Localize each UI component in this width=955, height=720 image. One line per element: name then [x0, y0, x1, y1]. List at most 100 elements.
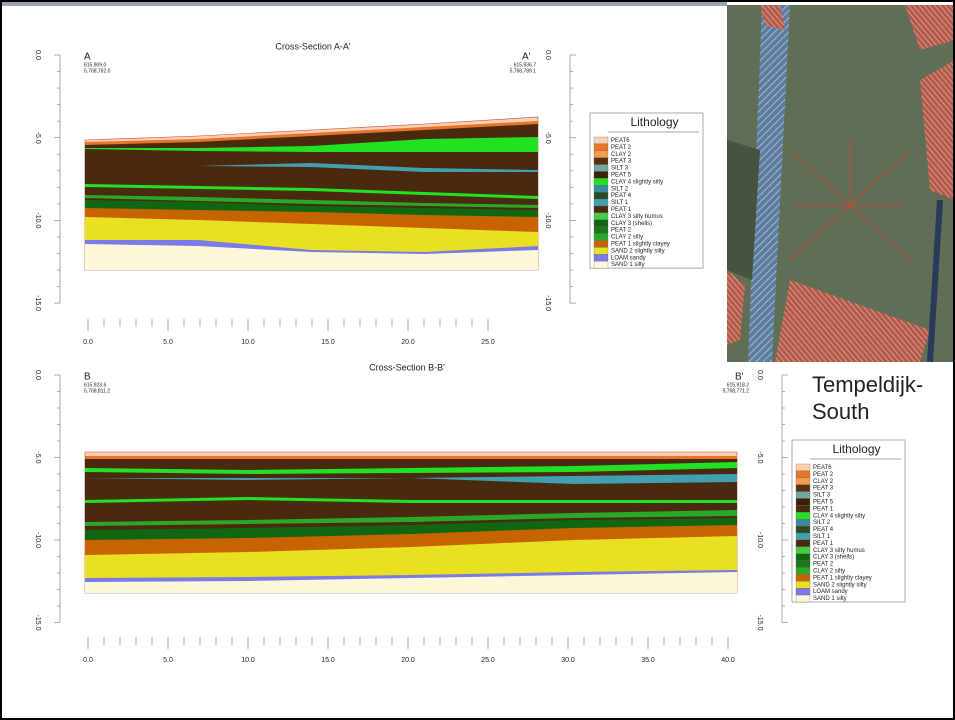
legend-swatch — [594, 165, 608, 172]
x-tick-label: 5.0 — [163, 339, 173, 346]
y-tick-label: -10.0 — [34, 212, 41, 228]
legend-swatch — [594, 151, 608, 158]
legend-swatch — [594, 213, 608, 220]
point-label: B' — [735, 372, 744, 383]
legend-swatch — [594, 192, 608, 199]
y-tick-label: -10.0 — [34, 532, 41, 548]
legend-swatch — [594, 220, 608, 227]
y-tick-label: -5.0 — [756, 451, 763, 463]
section-title: Cross-Section B-B' — [369, 362, 445, 372]
legend-swatch — [796, 519, 810, 526]
legend-label: CLAY 4 slightly silty — [813, 513, 865, 519]
legend-label: SILT 3 — [813, 493, 831, 499]
x-tick-label: 20.0 — [401, 339, 415, 346]
coordinate: 5,768,792.0 — [84, 68, 111, 74]
legend-swatch — [796, 574, 810, 581]
legend-label: SILT 2 — [611, 186, 629, 192]
legend-swatch — [796, 478, 810, 485]
aerial-photo — [727, 5, 955, 362]
legend-swatch — [594, 158, 608, 165]
legend-label: CLAY 3 silty humus — [813, 548, 865, 554]
legend-label: SILT 1 — [813, 534, 831, 540]
x-tick-label: 35.0 — [641, 657, 655, 664]
legend-label: PEAT 5 — [813, 500, 834, 506]
x-tick-label: 20.0 — [401, 657, 415, 664]
location-label: Tempeldijk- — [812, 372, 923, 397]
legend-label: PEAT 4 — [813, 527, 834, 533]
legend-label: LOAM sandy — [813, 589, 848, 595]
legend-swatch — [796, 595, 810, 602]
x-tick-label: 10.0 — [241, 339, 255, 346]
legend-label: CLAY 3 (shells) — [813, 555, 854, 561]
legend-swatch — [796, 588, 810, 595]
legend-swatch — [796, 499, 810, 506]
legend-label: PEAT 4 — [611, 193, 632, 199]
legend-swatch — [796, 464, 810, 471]
legend-label: PEAT 1 slightly clayey — [611, 242, 670, 248]
y-tick-label: -5.0 — [34, 451, 41, 463]
y-tick-label: -10.0 — [544, 212, 551, 228]
legend-label: PEAT 3 — [611, 159, 632, 165]
y-tick-label: 0.0 — [544, 50, 551, 60]
x-tick-label: 25.0 — [481, 339, 495, 346]
legend-label: PEAT 1 — [813, 506, 834, 512]
legend-swatch — [594, 254, 608, 261]
y-tick-label: 0.0 — [34, 370, 41, 380]
x-tick-label: 40.0 — [721, 657, 735, 664]
legend-label: PEAT 2 — [611, 145, 632, 151]
legend-swatch — [594, 206, 608, 213]
legend-label: CLAY 3 silty humus — [611, 214, 663, 220]
legend-swatch — [796, 568, 810, 575]
legend-label: PEAT 1 — [611, 207, 632, 213]
legend-swatch — [594, 178, 608, 185]
coordinate: 5,768,771.2 — [723, 388, 750, 394]
x-tick-label: 30.0 — [561, 657, 575, 664]
legend-swatch — [594, 199, 608, 206]
legend-label: PEAT 2 — [813, 562, 834, 568]
legend-label: SILT 3 — [611, 166, 629, 172]
legend-swatch — [796, 540, 810, 547]
legend-label: PEAT6 — [813, 465, 832, 471]
legend-title: Lithology — [832, 442, 880, 456]
y-tick-label: -15.0 — [544, 295, 551, 311]
point-label: A — [84, 52, 91, 63]
legend-swatch — [796, 492, 810, 499]
y-tick-label: -10.0 — [756, 532, 763, 548]
legend-label: CLAY 2 silty — [611, 235, 643, 241]
legend-swatch — [594, 227, 608, 234]
y-tick-label: -5.0 — [34, 132, 41, 144]
legend-swatch — [594, 247, 608, 254]
legend-label: CLAY 2 silty — [813, 569, 845, 575]
legend-swatch — [796, 485, 810, 492]
legend-label: SILT 2 — [813, 520, 831, 526]
x-tick-label: 0.0 — [83, 657, 93, 664]
legend-swatch — [796, 512, 810, 519]
slide: Tempeldijk- South Cross-Section A-A'AA'6… — [0, 0, 955, 720]
legend-swatch — [796, 471, 810, 478]
legend-swatch — [594, 172, 608, 179]
x-tick-label: 15.0 — [321, 657, 335, 664]
legend-swatch — [594, 261, 608, 268]
y-tick-label: -15.0 — [756, 615, 763, 631]
legend-swatch — [594, 185, 608, 192]
legend-label: CLAY 3 (shells) — [611, 221, 652, 227]
legend-label: SAND 2 slightly silty — [611, 248, 665, 254]
y-tick-label: -15.0 — [34, 295, 41, 311]
legend-label: SAND 1 silty — [813, 596, 847, 602]
x-tick-label: 10.0 — [241, 657, 255, 664]
legend-swatch — [796, 554, 810, 561]
x-tick-label: 0.0 — [83, 339, 93, 346]
legend-swatch — [796, 581, 810, 588]
legend-label: CLAY 4 slightly silty — [611, 179, 663, 185]
legend-label: SILT 1 — [611, 200, 629, 206]
legend-label: SAND 2 slightly silty — [813, 582, 867, 588]
legend-label: CLAY 2 — [611, 152, 632, 158]
location-label: South — [812, 399, 870, 424]
legend-label: SAND 1 silty — [611, 262, 645, 268]
coordinate: 5,768,811.2 — [84, 388, 110, 394]
legend-swatch — [796, 561, 810, 568]
legend-swatch — [796, 533, 810, 540]
x-tick-label: 25.0 — [481, 657, 495, 664]
legend-label: PEAT 2 — [813, 472, 834, 478]
x-tick-label: 5.0 — [163, 657, 173, 664]
